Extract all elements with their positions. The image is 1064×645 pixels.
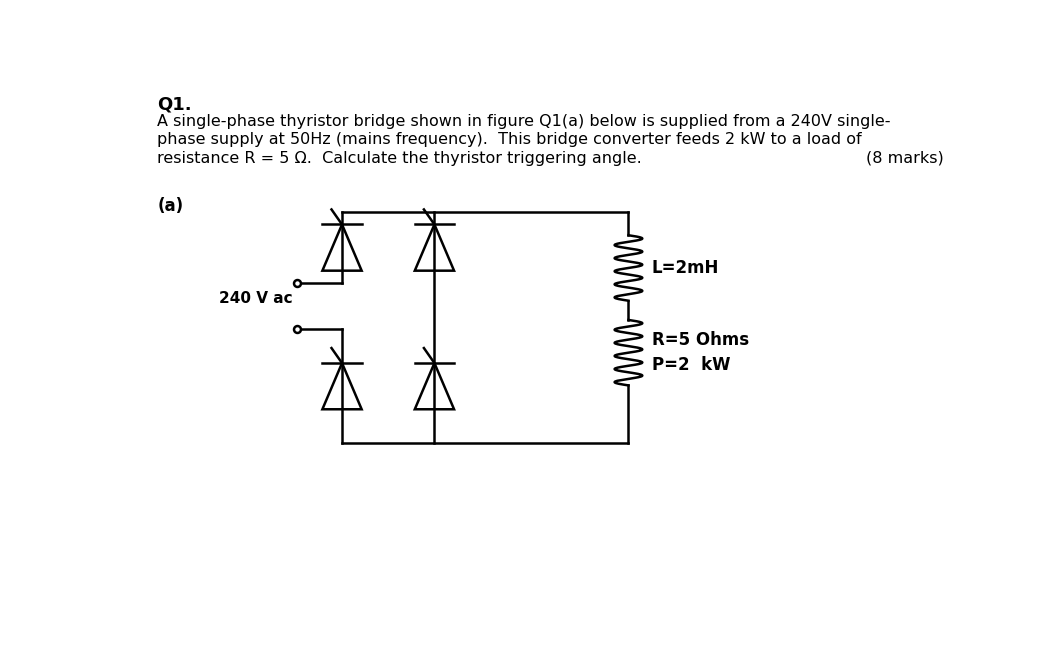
Text: resistance R = 5 Ω.  Calculate the thyristor triggering angle.: resistance R = 5 Ω. Calculate the thyris… <box>157 150 642 166</box>
Text: 240 V ac: 240 V ac <box>219 291 293 306</box>
Text: Q1.: Q1. <box>157 95 192 113</box>
Text: L=2mH: L=2mH <box>651 259 719 277</box>
Text: phase supply at 50Hz (mains frequency).  This bridge converter feeds 2 kW to a l: phase supply at 50Hz (mains frequency). … <box>157 132 862 147</box>
Text: R=5 Ohms: R=5 Ohms <box>651 332 749 350</box>
Text: (a): (a) <box>157 197 183 215</box>
Text: (8 marks): (8 marks) <box>866 150 944 166</box>
Text: P=2  kW: P=2 kW <box>651 356 730 374</box>
Text: A single-phase thyristor bridge shown in figure Q1(a) below is supplied from a 2: A single-phase thyristor bridge shown in… <box>157 114 891 128</box>
